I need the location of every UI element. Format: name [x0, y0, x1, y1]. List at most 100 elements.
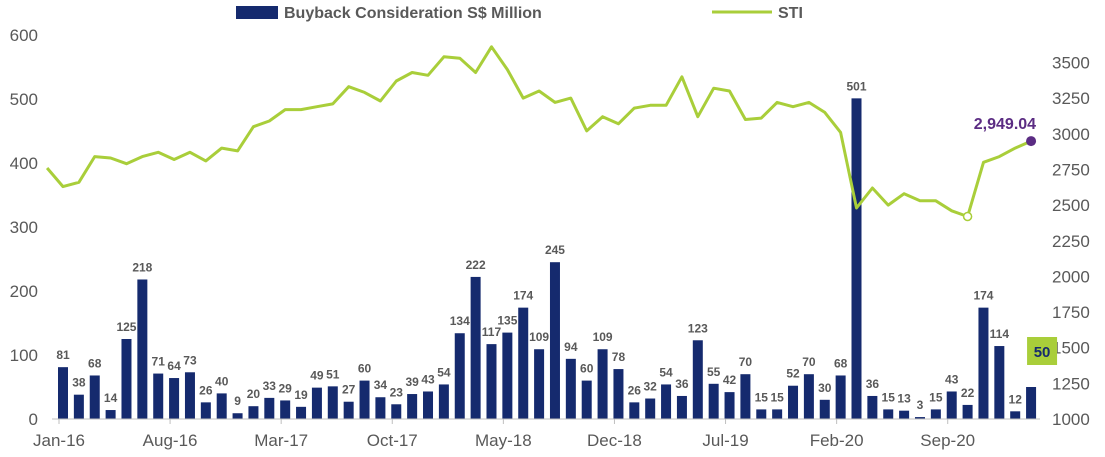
bar-data-label: 78: [612, 350, 626, 364]
bar-data-label: 134: [450, 314, 470, 328]
legend-label-line: STI: [778, 5, 803, 22]
bar-data-label: 125: [116, 320, 136, 334]
x-tick-label: Feb-20: [810, 431, 864, 450]
bar: [692, 340, 703, 419]
bar: [899, 410, 910, 419]
bar: [105, 410, 116, 419]
bar: [772, 409, 783, 419]
bar: [343, 401, 354, 419]
bar: [518, 307, 529, 419]
x-tick-label: Dec-18: [587, 431, 642, 450]
bar-data-label: 12: [1009, 392, 1023, 406]
bar: [502, 332, 513, 419]
y-right-tick-label: 3500: [1052, 54, 1090, 73]
y-left-tick-label: 400: [10, 154, 38, 173]
bar-data-label: 22: [961, 386, 975, 400]
bar-data-label: 60: [580, 362, 594, 376]
y-left-tick-label: 0: [29, 410, 38, 429]
bar-data-label: 15: [770, 390, 784, 404]
bar-data-label: 39: [405, 375, 419, 389]
x-tick-label: Oct-17: [367, 431, 418, 450]
y-right-tick-label: 1250: [1052, 374, 1090, 393]
bar-data-label: 3: [917, 398, 924, 412]
bar-data-label: 49: [310, 369, 324, 383]
bar: [867, 395, 878, 419]
y-left-tick-label: 100: [10, 346, 38, 365]
bar: [184, 372, 195, 419]
bar: [597, 349, 608, 419]
bar: [565, 358, 576, 419]
bar-data-label: 71: [152, 355, 166, 369]
bar: [756, 409, 767, 419]
bar: [407, 394, 418, 419]
bar: [914, 417, 925, 419]
bar-data-label: 54: [437, 365, 451, 379]
bar-data-label: 40: [215, 374, 229, 388]
bar: [200, 402, 211, 419]
bar: [676, 395, 687, 419]
y-right-tick-label: 2500: [1052, 196, 1090, 215]
bar-label-highlight-bg: [1027, 337, 1058, 365]
bar: [549, 262, 560, 419]
bar-data-label: 43: [421, 372, 435, 386]
bar-data-label: 50: [1034, 344, 1051, 361]
bar-data-label: 70: [739, 355, 753, 369]
y-left-tick-label: 600: [10, 26, 38, 45]
bar-series: [58, 98, 1037, 420]
y-left-tick-label: 300: [10, 218, 38, 237]
bar-data-label: 38: [72, 376, 86, 390]
bar: [613, 369, 624, 419]
sti-last-point: [1026, 136, 1037, 147]
legend: Buyback Consideration S$ Million STI: [236, 5, 803, 22]
bar-data-label: 30: [818, 381, 832, 395]
bar: [359, 380, 370, 419]
sti-last-label: 2,949.04: [974, 116, 1036, 133]
bar-data-label: 60: [358, 362, 372, 376]
legend-label-bars: Buyback Consideration S$ Million: [284, 5, 542, 22]
bar: [296, 406, 307, 419]
y-right-tick-label: 3000: [1052, 125, 1090, 144]
bar-data-label: 94: [564, 340, 578, 354]
bar: [851, 98, 862, 420]
bar: [978, 307, 989, 419]
bar: [788, 385, 799, 419]
bar-data-label: 15: [882, 390, 896, 404]
bar: [661, 384, 672, 419]
y-left-tick-label: 500: [10, 90, 38, 109]
y-right-tick-label: 1750: [1052, 303, 1090, 322]
bar-data-label: 123: [688, 321, 708, 335]
bar: [153, 373, 164, 419]
y-right-tick-label: 3250: [1052, 89, 1090, 108]
bar-data-label: 27: [342, 383, 356, 397]
bar: [423, 391, 434, 419]
y-right-tick-label: 2000: [1052, 267, 1090, 286]
bar-data-label: 52: [786, 367, 800, 381]
bar: [883, 409, 894, 419]
sti-marker: [962, 211, 973, 222]
bar: [740, 374, 751, 419]
bar-data-label: 55: [707, 365, 721, 379]
bar: [1026, 387, 1037, 419]
bar-data-label: 174: [973, 289, 993, 303]
bar-data-label: 222: [466, 258, 486, 272]
bar: [58, 367, 68, 419]
x-axis: Jan-16 Aug-16 Mar-17 Oct-17 May-18 Dec-18 Jul-…: [33, 419, 975, 450]
sti-line: [45, 45, 1032, 218]
bar-data-label: 36: [675, 377, 689, 391]
bar: [962, 404, 973, 419]
bar-data-label: 73: [183, 353, 197, 367]
bar: [1010, 411, 1021, 419]
bar: [248, 406, 259, 419]
bar-data-label: 68: [88, 356, 102, 370]
bar-data-label: 26: [199, 383, 213, 397]
bar-data-label: 36: [866, 377, 880, 391]
bar: [375, 397, 386, 419]
bar: [803, 374, 814, 419]
bar: [994, 346, 1005, 419]
bar-data-label: 70: [802, 355, 816, 369]
x-tick-label: May-18: [475, 431, 532, 450]
bar-data-label: 109: [593, 330, 613, 344]
bar-data-label: 42: [723, 373, 737, 387]
bar: [946, 391, 957, 419]
bar-data-label: 501: [846, 79, 866, 93]
